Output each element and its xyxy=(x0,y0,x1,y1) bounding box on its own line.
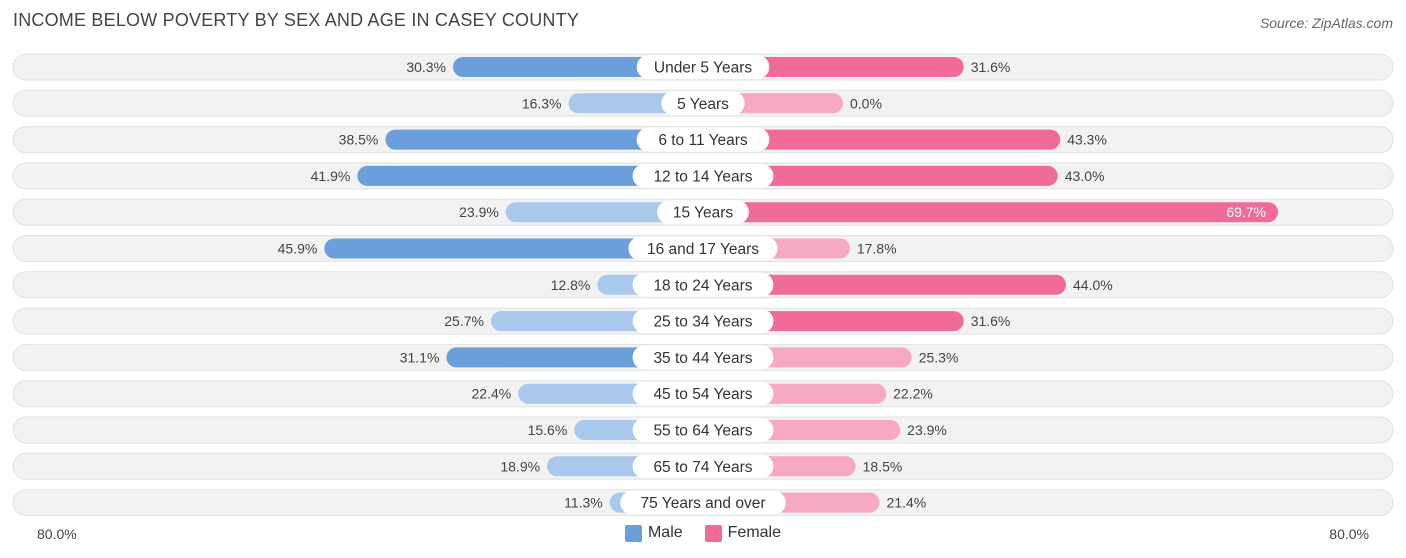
male-bar xyxy=(324,238,713,259)
category-label: 16 and 17 Years xyxy=(647,241,759,258)
female-value-label: 23.9% xyxy=(907,422,947,438)
male-value-label: 41.9% xyxy=(311,168,351,184)
category-label-bg xyxy=(620,490,786,515)
chart-row: 18.9% 18.5% 65 to 74 Years xyxy=(12,452,1394,480)
category-label: 35 to 44 Years xyxy=(653,350,752,367)
chart-row: 38.5% 43.3% 6 to 11 Years xyxy=(12,126,1394,154)
female-value-label: 22.2% xyxy=(893,386,933,402)
legend-female-swatch xyxy=(704,524,722,542)
category-label-bg xyxy=(632,418,774,442)
male-value-label: 18.9% xyxy=(500,458,540,474)
chart-canvas: 30.3% 31.6% Under 5 Years 16.3% 0.0% 5 Years 3… xyxy=(12,53,1394,517)
male-value-label: 23.9% xyxy=(459,204,499,220)
male-value-label: 15.6% xyxy=(528,422,568,438)
female-value-label: 43.3% xyxy=(1067,132,1107,148)
chart-row: 30.3% 31.6% Under 5 Years xyxy=(12,53,1394,81)
female-value-label: 0.0% xyxy=(850,95,882,111)
female-value-label: 44.0% xyxy=(1073,277,1113,293)
category-label-bg xyxy=(632,309,774,334)
chart-row: 16.3% 0.0% 5 Years xyxy=(12,89,1394,117)
female-value-label: 31.6% xyxy=(971,313,1011,329)
female-bar xyxy=(693,129,1061,150)
female-value-label: 31.6% xyxy=(971,59,1011,75)
legend-male: Male xyxy=(624,524,683,542)
female-bar xyxy=(693,202,1279,223)
chart-row: 12.8% 44.0% 18 to 24 Years xyxy=(12,271,1394,299)
category-label: 6 to 11 Years xyxy=(658,132,748,149)
chart-row: 45.9% 17.8% 16 and 17 Years xyxy=(12,235,1394,262)
chart-row: 41.9% 43.0% 12 to 14 Years xyxy=(12,162,1394,190)
category-label: 65 to 74 Years xyxy=(653,459,752,476)
chart-row: 11.3% 21.4% 75 Years and over xyxy=(12,489,1394,517)
male-bar xyxy=(385,129,713,150)
category-label: 45 to 54 Years xyxy=(653,386,752,403)
legend: Male Female xyxy=(0,524,1406,542)
male-value-label: 16.3% xyxy=(522,95,562,111)
chart-row: 22.4% 22.2% 45 to 54 Years xyxy=(12,380,1394,408)
category-label-bg xyxy=(636,127,770,152)
source-label: Source: ZipAtlas.com xyxy=(1259,15,1393,31)
chart-row: 31.1% 25.3% 35 to 44 Years xyxy=(12,343,1394,371)
chart-row: 15.6% 23.9% 55 to 64 Years xyxy=(12,416,1394,444)
female-value-label: 25.3% xyxy=(919,349,959,365)
male-value-label: 11.3% xyxy=(564,495,603,511)
category-label-bg xyxy=(632,454,774,479)
female-bar xyxy=(693,274,1066,295)
male-value-label: 30.3% xyxy=(406,59,446,75)
male-value-label: 25.7% xyxy=(444,313,484,329)
category-label: 55 to 64 Years xyxy=(653,423,752,440)
female-value-label: 17.8% xyxy=(857,241,897,257)
male-bar xyxy=(357,165,713,186)
axis-right-label: 80.0% xyxy=(1329,526,1369,542)
category-label-bg xyxy=(632,272,774,297)
legend-female: Female xyxy=(704,524,782,542)
male-value-label: 22.4% xyxy=(471,386,511,402)
category-label-bg xyxy=(636,55,770,79)
category-label-bg xyxy=(657,200,749,225)
category-label-bg xyxy=(632,345,774,370)
category-label: 75 Years and over xyxy=(641,495,766,512)
category-label-bg xyxy=(661,91,745,116)
category-label-bg xyxy=(628,236,778,261)
category-label: 5 Years xyxy=(677,96,729,113)
chart-row: 25.7% 31.6% 25 to 34 Years xyxy=(12,307,1394,335)
female-value-label: 43.0% xyxy=(1065,168,1105,184)
male-value-label: 12.8% xyxy=(551,277,591,293)
category-label: Under 5 Years xyxy=(654,60,752,77)
male-value-label: 38.5% xyxy=(339,132,379,148)
chart-title: INCOME BELOW POVERTY BY SEX AND AGE IN C… xyxy=(13,10,580,30)
legend-male-swatch xyxy=(624,524,642,542)
female-value-label: 21.4% xyxy=(887,495,927,511)
category-label: 18 to 24 Years xyxy=(653,277,752,294)
axis-left-label: 80.0% xyxy=(37,526,77,542)
category-label-bg xyxy=(632,163,774,188)
category-label-bg xyxy=(632,381,774,406)
female-value-label: 18.5% xyxy=(863,458,903,474)
category-label: 25 to 34 Years xyxy=(653,314,752,331)
category-label: 15 Years xyxy=(673,205,734,222)
legend-male-label: Male xyxy=(647,524,683,541)
female-value-label: 69.7% xyxy=(1226,204,1266,220)
male-value-label: 45.9% xyxy=(278,241,318,257)
male-value-label: 31.1% xyxy=(400,349,440,365)
category-label: 12 to 14 Years xyxy=(653,168,752,185)
legend-female-label: Female xyxy=(727,524,782,541)
chart-row: 23.9% 69.7% 15 Years xyxy=(12,198,1394,226)
female-bar xyxy=(693,165,1058,186)
